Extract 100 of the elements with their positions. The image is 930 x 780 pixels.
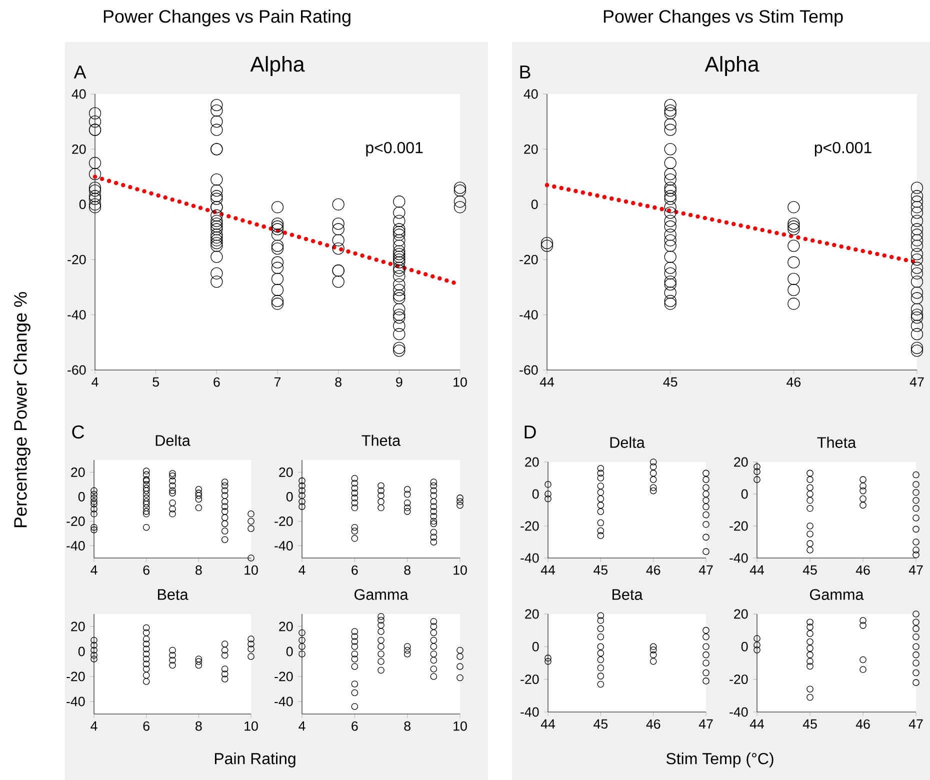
point — [910, 248, 924, 260]
point — [597, 617, 604, 624]
x-tick-label: 45 — [594, 565, 608, 575]
x-tick-label: 5 — [152, 377, 159, 387]
point — [271, 220, 284, 233]
x-tick-label: 4 — [90, 721, 98, 731]
point — [210, 214, 223, 228]
point — [430, 508, 438, 515]
point — [378, 622, 384, 629]
point — [90, 490, 98, 498]
point — [912, 551, 920, 558]
point — [597, 527, 604, 534]
point — [650, 651, 657, 658]
point — [597, 643, 604, 650]
y-tick-label: -20 — [520, 521, 539, 531]
point — [430, 512, 438, 520]
point — [430, 629, 438, 636]
point — [142, 660, 150, 668]
point — [860, 482, 866, 490]
y-tick-label: 20 — [71, 468, 85, 477]
point — [597, 650, 604, 657]
point — [332, 242, 344, 255]
point — [169, 656, 176, 664]
y-tick-label: 20 — [279, 468, 293, 477]
y-tick-label: 0 — [78, 492, 85, 502]
point — [221, 487, 228, 494]
point — [702, 660, 710, 666]
point — [910, 276, 924, 288]
x-tick-label: 9 — [396, 377, 402, 387]
point — [332, 198, 344, 210]
y-tick-label: -40 — [520, 707, 539, 717]
point — [806, 662, 814, 670]
point — [210, 223, 223, 236]
point — [195, 486, 202, 493]
y-tick-label: 20 — [524, 144, 538, 154]
point — [912, 660, 920, 666]
point — [195, 490, 202, 496]
point — [454, 196, 466, 208]
point — [169, 499, 176, 506]
point — [910, 223, 924, 236]
chart-title: Beta — [158, 589, 188, 600]
point — [430, 478, 438, 486]
point — [332, 218, 344, 230]
point — [393, 308, 406, 321]
point — [271, 223, 284, 236]
point — [142, 508, 150, 515]
point — [788, 201, 800, 214]
point — [351, 504, 358, 512]
x-tick-label: 8 — [335, 377, 342, 387]
point — [806, 484, 814, 491]
point — [169, 470, 176, 477]
point — [271, 228, 284, 241]
y-tick-label: 20 — [734, 457, 748, 467]
point — [597, 656, 604, 664]
point — [912, 471, 920, 478]
point — [664, 234, 676, 246]
point — [142, 629, 150, 636]
point — [169, 646, 176, 654]
y-tick-label: -40 — [66, 541, 85, 550]
y-tick-label: -40 — [66, 696, 85, 706]
point — [404, 508, 411, 515]
point — [378, 487, 384, 494]
point — [393, 264, 406, 277]
point — [597, 464, 604, 472]
point — [169, 662, 176, 669]
point — [910, 342, 924, 354]
point — [142, 468, 150, 474]
point — [169, 482, 176, 490]
text: B — [520, 66, 530, 78]
point — [544, 490, 552, 498]
point — [271, 240, 284, 252]
point — [195, 504, 202, 512]
point — [597, 502, 604, 509]
point — [806, 546, 814, 554]
point — [332, 234, 344, 246]
point — [860, 656, 866, 664]
x-tick-label: 10 — [454, 721, 467, 731]
y-tick-label: -20 — [730, 521, 748, 531]
point — [393, 223, 406, 236]
point — [664, 267, 676, 280]
point — [210, 209, 223, 222]
point — [912, 618, 920, 626]
point — [788, 256, 800, 268]
point — [702, 534, 710, 541]
point — [910, 240, 924, 252]
y-tick-label: 0 — [532, 489, 539, 499]
point — [860, 666, 866, 673]
point — [664, 168, 676, 180]
point — [650, 458, 657, 466]
point — [806, 504, 814, 512]
y-tick-label: -40 — [730, 707, 748, 717]
point — [597, 482, 604, 490]
point — [430, 538, 438, 546]
point — [169, 487, 176, 494]
point — [702, 520, 710, 528]
point — [142, 471, 150, 478]
x-tick-label: 6 — [352, 721, 358, 731]
y-tick-label: -40 — [274, 696, 293, 706]
point — [404, 486, 411, 493]
point — [430, 503, 438, 510]
